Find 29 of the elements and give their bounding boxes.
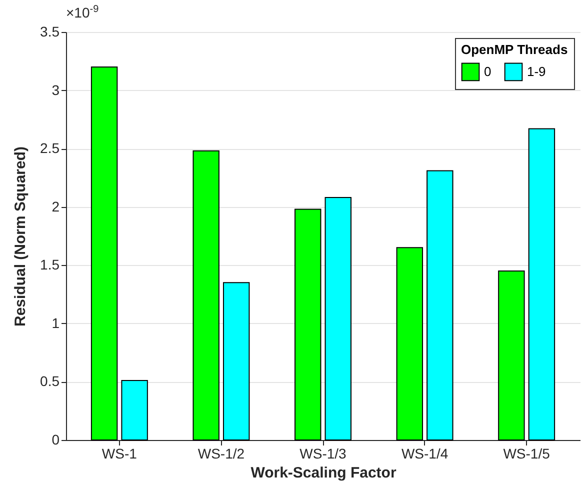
y-tick-label: 3 bbox=[52, 82, 60, 98]
bar bbox=[121, 380, 148, 440]
x-axis-title: Work-Scaling Factor bbox=[250, 464, 396, 482]
bar bbox=[192, 150, 220, 440]
x-tick-label: WS-1/2 bbox=[198, 446, 245, 462]
bar bbox=[528, 128, 556, 440]
y-tick-label: 2 bbox=[52, 198, 60, 214]
legend-label: 0 bbox=[484, 64, 492, 79]
x-tick-label: WS-1/4 bbox=[401, 446, 448, 462]
y-tick-label: 1 bbox=[52, 314, 60, 331]
y-tick-label: 3.5 bbox=[40, 24, 60, 40]
y-tick-label: 1.5 bbox=[40, 256, 60, 273]
y-tick-label: 0.5 bbox=[40, 373, 60, 390]
x-tick-label: WS-1/3 bbox=[300, 446, 347, 462]
bar bbox=[222, 282, 250, 440]
legend-label: 1-9 bbox=[527, 64, 546, 79]
bar bbox=[396, 247, 424, 440]
text: ×10$^{-9}$ bbox=[66, 4, 99, 21]
y-tick-label: 2.5 bbox=[40, 140, 60, 156]
x-tick-label: WS-1 bbox=[102, 446, 138, 462]
legend-title: OpenMP Threads bbox=[461, 42, 568, 57]
y-tick-label: 0 bbox=[52, 432, 60, 448]
bar bbox=[90, 66, 118, 440]
bar bbox=[294, 208, 322, 440]
bar bbox=[426, 170, 454, 440]
bar bbox=[498, 270, 525, 440]
x-tick-label: WS-1/5 bbox=[503, 446, 550, 462]
bar bbox=[324, 197, 352, 440]
y-axis-title: Residual (Norm Squared) bbox=[12, 146, 30, 327]
